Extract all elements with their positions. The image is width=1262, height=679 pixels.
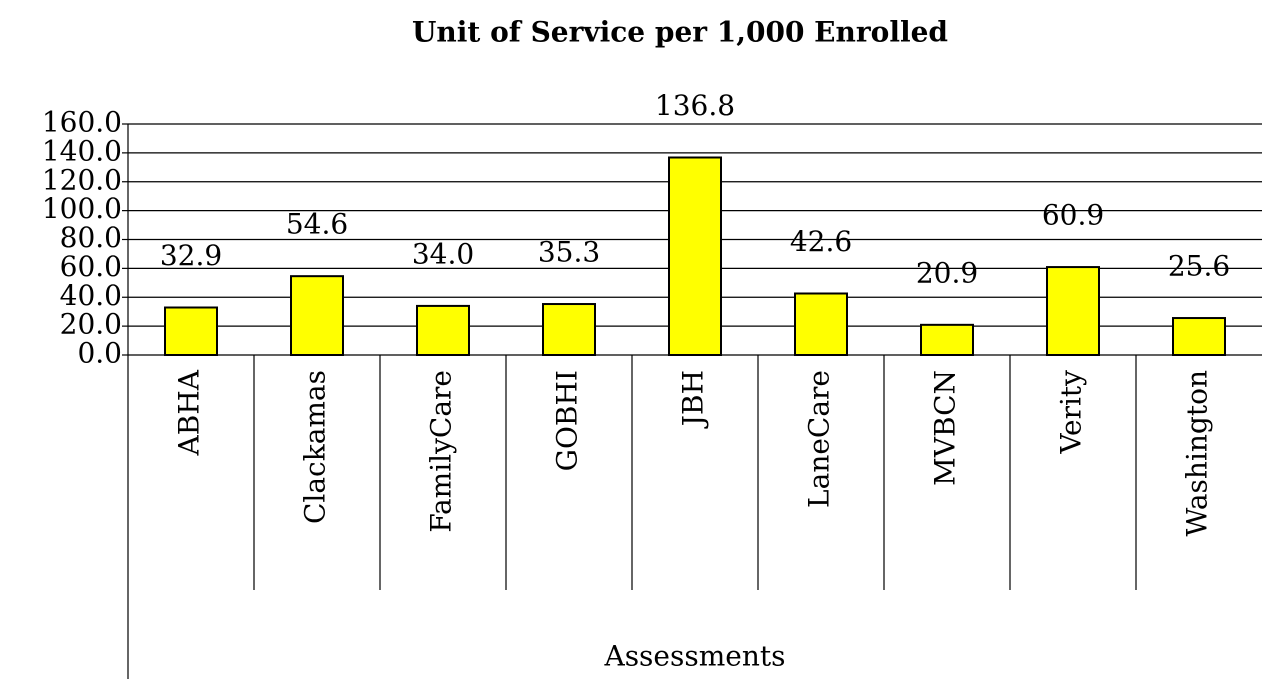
bar <box>290 275 344 357</box>
bar <box>416 304 470 357</box>
y-tick-label: 80.0 <box>60 221 122 254</box>
x-tick-label: JBH <box>677 370 710 429</box>
value-label: 35.3 <box>538 236 600 269</box>
chart-title: Unit of Service per 1,000 Enrolled <box>412 16 948 49</box>
y-tick-label: 160.0 <box>42 106 122 139</box>
x-tick-label: GOBHI <box>551 370 584 471</box>
x-tick-label: ABHA <box>173 369 206 456</box>
y-tick-label: 40.0 <box>60 279 122 312</box>
value-label: 54.6 <box>286 208 348 241</box>
y-tick-label: 60.0 <box>60 250 122 283</box>
value-label: 32.9 <box>160 239 222 272</box>
x-tick-label: MVBCN <box>929 370 962 486</box>
y-tick-label: 140.0 <box>42 134 122 167</box>
bar <box>1046 266 1100 356</box>
bar <box>1172 317 1226 357</box>
y-tick-label: 0.0 <box>77 337 122 370</box>
value-label: 42.6 <box>790 225 852 258</box>
x-tick-label: FamilyCare <box>425 370 458 533</box>
value-label: 25.6 <box>1168 250 1230 283</box>
x-tick-label: Clackamas <box>299 370 332 524</box>
bar <box>542 303 596 356</box>
bar <box>920 323 974 356</box>
value-label: 60.9 <box>1042 199 1104 232</box>
x-tick-label: Verity <box>1055 370 1088 455</box>
bar <box>164 306 218 356</box>
bar <box>794 292 848 356</box>
value-label: 34.0 <box>412 237 474 270</box>
x-tick-label: LaneCare <box>803 370 836 508</box>
bar <box>668 156 722 356</box>
y-tick-label: 20.0 <box>60 308 122 341</box>
y-tick-label: 100.0 <box>42 192 122 225</box>
value-label: 20.9 <box>916 256 978 289</box>
x-axis-title: Assessments <box>603 640 785 673</box>
y-tick-label: 120.0 <box>42 163 122 196</box>
value-label: 136.8 <box>655 89 735 122</box>
x-tick-label: Washington <box>1181 370 1214 537</box>
